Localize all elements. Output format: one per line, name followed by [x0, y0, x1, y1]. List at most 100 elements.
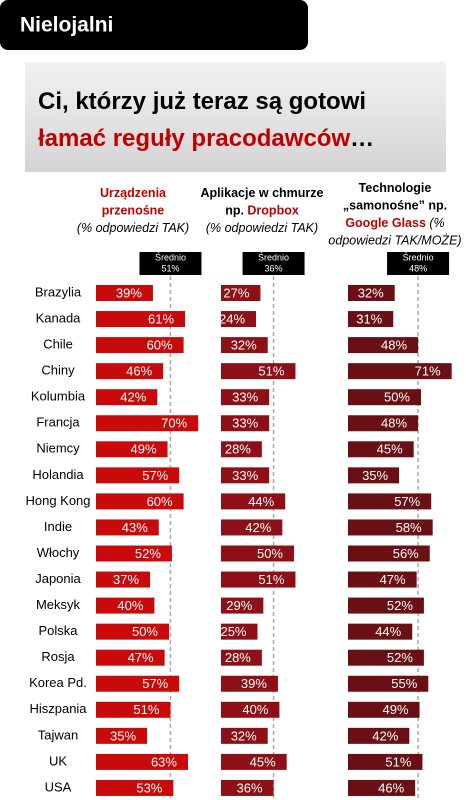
series-title-line: (% odpowiedzi TAK)	[206, 221, 318, 235]
value-label: 44%	[375, 624, 401, 639]
bar	[96, 779, 174, 796]
series-title-line: Google Glass (%	[345, 216, 444, 230]
bar	[221, 701, 280, 718]
bar	[96, 467, 180, 484]
bar	[348, 571, 417, 588]
value-label: 57%	[142, 676, 168, 691]
value-label: 58%	[396, 520, 422, 535]
value-label: 42%	[245, 520, 271, 535]
value-label: 61%	[148, 311, 174, 326]
bar	[96, 493, 184, 510]
value-label: 40%	[242, 702, 268, 717]
value-label: 48%	[381, 338, 407, 353]
value-label: 50%	[257, 546, 283, 561]
text-span: (%	[426, 216, 445, 230]
average-label: 51%	[161, 263, 179, 273]
bar	[348, 597, 424, 614]
bar	[96, 311, 186, 328]
bar	[96, 675, 180, 692]
text-span: Dropbox	[247, 204, 298, 218]
value-label: 44%	[248, 494, 274, 509]
category-label: Korea Pd.	[29, 675, 87, 690]
category-label: Meksyk	[36, 597, 81, 612]
value-label: 47%	[128, 650, 154, 665]
bar	[96, 701, 171, 718]
bar	[348, 363, 452, 380]
series-title-line: Aplikacje w chmurze	[201, 186, 324, 200]
value-label: 70%	[161, 416, 187, 431]
bar	[221, 285, 261, 301]
value-label: 53%	[136, 780, 162, 795]
average-box	[387, 252, 450, 275]
text-span: Aplikacje w chmurze	[201, 186, 324, 200]
value-label: 42%	[120, 390, 146, 405]
value-label: 46%	[378, 780, 404, 795]
value-label: 36%	[237, 780, 263, 795]
category-label: Hong Kong	[25, 493, 90, 508]
value-label: 32%	[358, 285, 384, 300]
value-label: 49%	[131, 442, 157, 457]
value-label: 31%	[356, 311, 382, 326]
value-label: 28%	[225, 442, 251, 457]
value-label: 24%	[219, 311, 245, 326]
text-span: odpowiedzi TAK/MOŻE)	[328, 234, 461, 248]
text-span: „samonośne” np.	[343, 199, 447, 213]
series-title-line: (% odpowiedzi TAK)	[77, 221, 189, 235]
average-title: Średnio	[155, 251, 186, 262]
value-label: 28%	[225, 650, 251, 665]
series-title-line: przenośne	[102, 204, 165, 218]
bar	[221, 753, 287, 770]
bar	[221, 779, 274, 796]
value-label: 46%	[126, 364, 152, 379]
value-label: 57%	[394, 494, 420, 509]
value-label: 71%	[415, 364, 441, 379]
bar	[96, 441, 168, 458]
bar	[221, 389, 270, 406]
bar	[96, 519, 159, 536]
value-label: 35%	[110, 728, 136, 743]
bar	[221, 311, 257, 328]
bar	[96, 415, 199, 432]
value-label: 49%	[383, 702, 409, 717]
header-title: Nielojalni	[20, 14, 113, 37]
bar	[348, 441, 414, 458]
text-span: (% odpowiedzi TAK)	[77, 221, 189, 235]
bar	[348, 675, 429, 692]
bar	[96, 623, 169, 640]
category-label: Holandia	[32, 467, 84, 482]
value-label: 55%	[391, 676, 417, 691]
bar	[348, 285, 395, 301]
bar	[96, 545, 172, 562]
series-title-line: Technologie	[359, 181, 432, 195]
bar	[221, 363, 296, 380]
bar	[221, 493, 286, 510]
bar	[221, 337, 268, 354]
bar	[96, 337, 184, 354]
bar	[221, 623, 258, 640]
bar	[221, 519, 283, 536]
value-label: 52%	[387, 650, 413, 665]
text-span: (% odpowiedzi TAK)	[206, 221, 318, 235]
category-label: Włochy	[37, 545, 80, 560]
series-title-line: odpowiedzi TAK/MOŻE)	[328, 234, 461, 248]
value-label: 51%	[133, 702, 159, 717]
bar	[348, 727, 410, 744]
headline-line: łamać reguły pracodawców…	[38, 125, 374, 152]
value-label: 43%	[122, 520, 148, 535]
bar	[221, 727, 268, 744]
value-label: 39%	[116, 285, 142, 300]
bar	[96, 727, 148, 744]
category-label: Francja	[36, 415, 80, 430]
value-label: 35%	[362, 468, 388, 483]
value-label: 33%	[232, 416, 258, 431]
value-label: 50%	[384, 390, 410, 405]
headline-box	[25, 62, 446, 172]
bar	[221, 571, 296, 588]
value-label: 60%	[147, 338, 173, 353]
value-label: 45%	[250, 754, 276, 769]
category-label: Kanada	[36, 310, 82, 325]
average-label: 36%	[265, 263, 283, 273]
value-label: 42%	[372, 728, 398, 743]
category-label: Tajwan	[38, 727, 78, 742]
